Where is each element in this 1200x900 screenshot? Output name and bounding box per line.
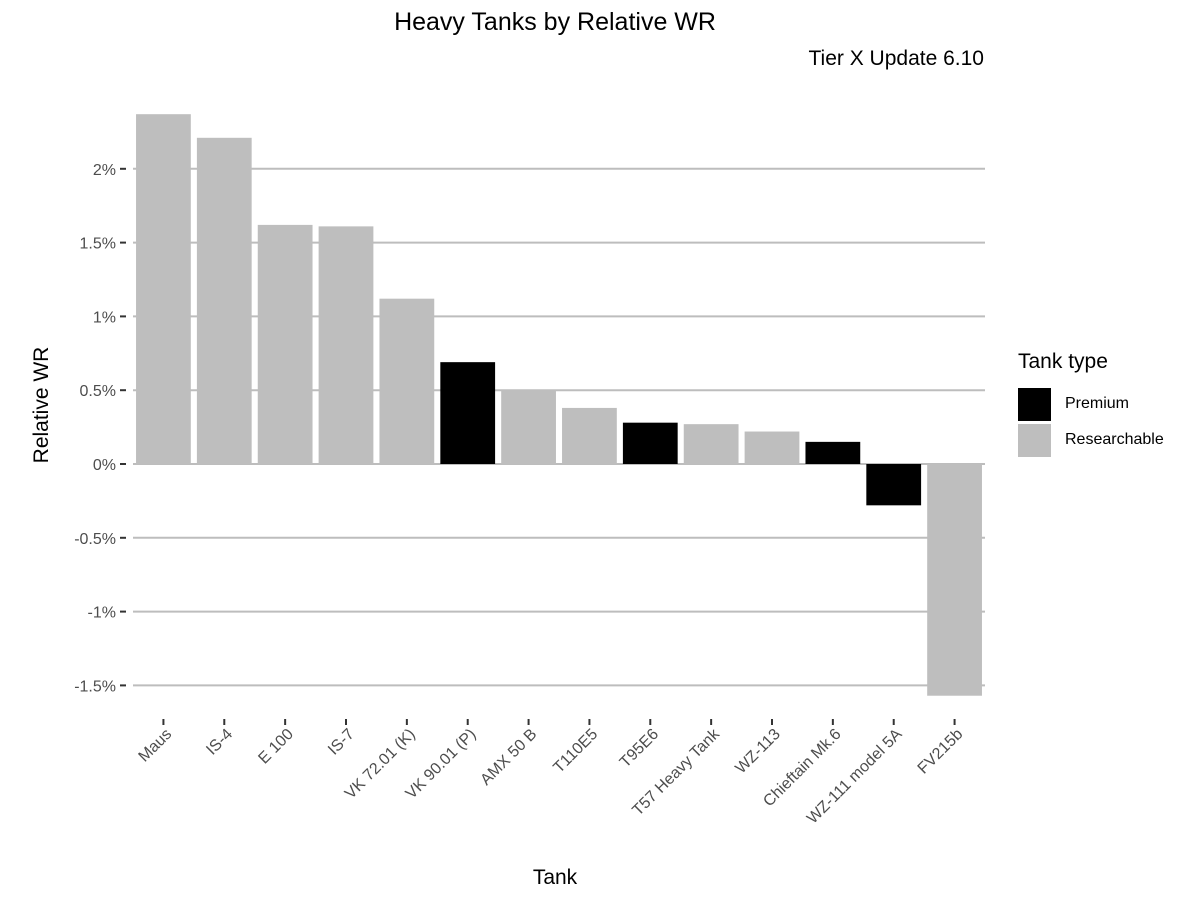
legend-item-researchable: Researchable <box>1018 422 1164 458</box>
legend-item-premium: Premium <box>1018 386 1164 422</box>
bar <box>196 137 252 464</box>
bar <box>683 424 739 464</box>
y-tick-label: -1.5% <box>74 678 116 695</box>
x-tick-label: FV215b <box>915 726 967 778</box>
bar <box>805 441 861 464</box>
y-tick-label: 2% <box>93 162 116 179</box>
x-tick-label: AMX 50 B <box>477 726 540 789</box>
bar <box>136 114 191 465</box>
bar <box>927 464 982 696</box>
y-tick-label: -1% <box>88 605 116 622</box>
x-tick-label: IS-4 <box>203 726 236 759</box>
bar <box>501 390 556 464</box>
y-tick-label: -0.5% <box>74 531 116 548</box>
legend-key-premium <box>1018 387 1051 421</box>
bar <box>562 407 617 464</box>
bar <box>440 362 496 464</box>
legend-key-researchable <box>1018 423 1051 457</box>
x-tick-label: T110E5 <box>550 726 601 777</box>
x-tick-label: IS-7 <box>325 726 358 759</box>
y-tick-label: 0.5% <box>80 383 116 400</box>
legend-label-researchable: Researchable <box>1065 431 1164 448</box>
y-tick-label: 1.5% <box>80 236 116 253</box>
x-tick-label: E 100 <box>255 726 297 768</box>
x-tick-label: T95E6 <box>617 726 662 771</box>
y-tick-label: 1% <box>93 309 116 326</box>
bar <box>257 224 313 464</box>
chart-subtitle: Tier X Update 6.10 <box>808 47 985 70</box>
y-tick-label: 0% <box>93 457 116 474</box>
y-axis-label: Relative WR <box>30 347 53 464</box>
bar <box>379 298 435 464</box>
x-tick-label: Maus <box>136 726 176 766</box>
legend: Tank type Premium Researchable <box>1018 350 1164 458</box>
bar <box>744 431 800 464</box>
chart-title: Heavy Tanks by Relative WR <box>394 8 716 36</box>
bar <box>318 226 374 464</box>
bar <box>622 422 678 464</box>
legend-label-premium: Premium <box>1065 395 1130 412</box>
x-tick-label: WZ-113 <box>732 726 783 777</box>
bar <box>866 464 922 506</box>
legend-title: Tank type <box>1018 350 1108 373</box>
x-axis-label: Tank <box>533 866 578 889</box>
